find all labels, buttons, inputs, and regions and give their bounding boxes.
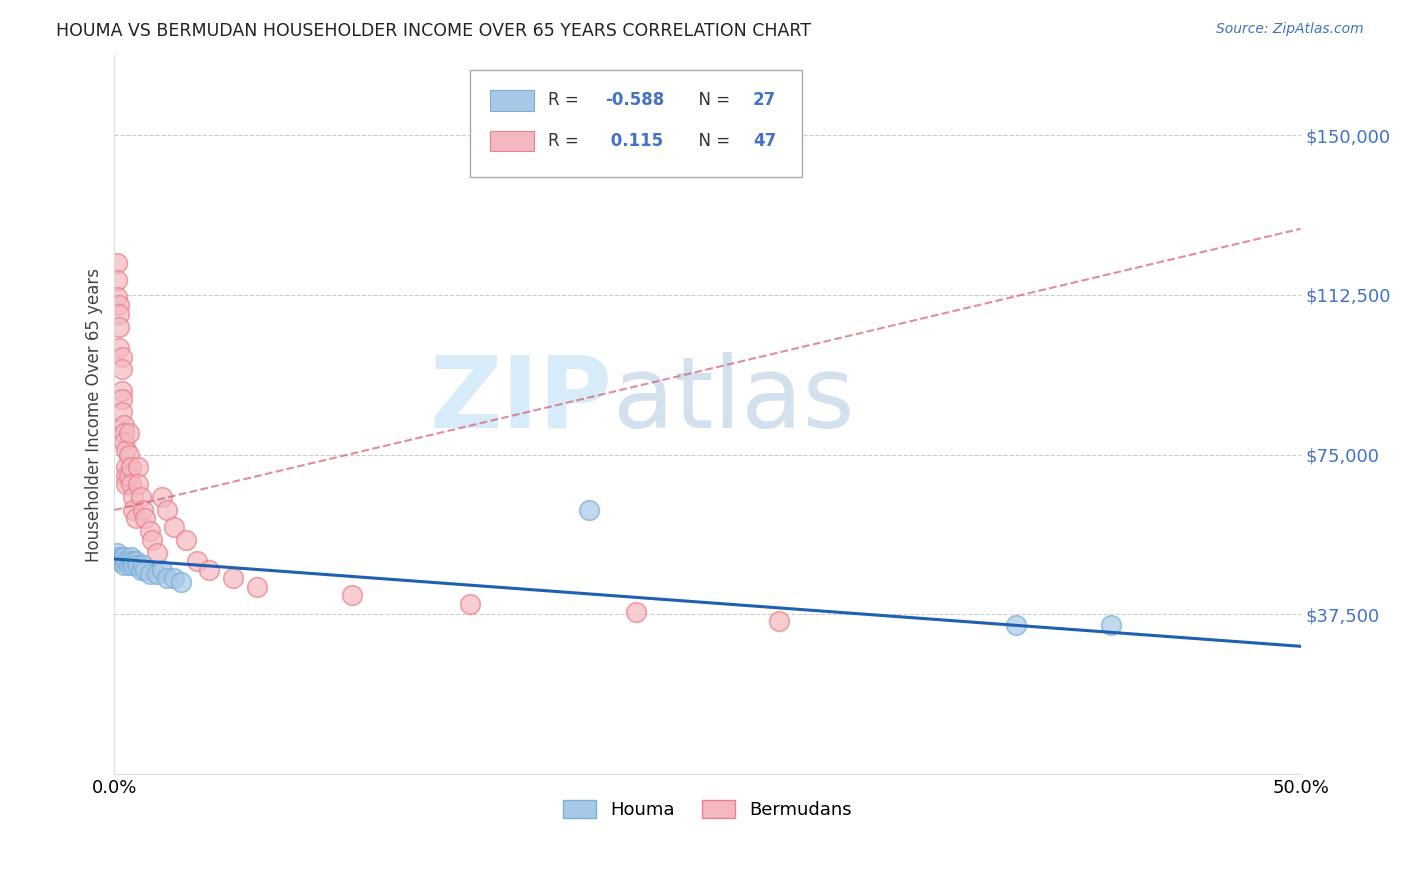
Text: R =: R = [548,92,583,110]
Legend: Houma, Bermudans: Houma, Bermudans [557,792,859,826]
Point [1005,618,1028,632]
Point [1099,618,1122,632]
Point [112,426,135,441]
Point [132,558,155,573]
Text: 27: 27 [754,92,776,110]
Point [246,580,269,594]
Point [127,558,149,573]
Point [108,298,131,312]
Point [112,558,135,573]
Point [198,563,221,577]
Point [110,554,132,568]
Point [117,558,139,573]
Point [174,533,197,547]
Point [105,545,128,559]
Text: atlas: atlas [613,351,855,449]
Point [115,443,138,458]
Y-axis label: Householder Income Over 65 years: Householder Income Over 65 years [86,268,103,562]
Point [115,554,138,568]
Point [105,290,128,304]
Point [112,434,135,449]
Point [139,566,162,581]
Point [155,571,177,585]
Point [134,511,156,525]
Point [108,307,131,321]
Text: ZIP: ZIP [430,351,613,449]
Point [155,503,177,517]
Point [125,511,148,525]
Point [112,417,135,432]
Point [105,256,128,270]
Point [117,448,139,462]
Text: -0.588: -0.588 [605,92,664,110]
Point [146,545,169,559]
Text: Source: ZipAtlas.com: Source: ZipAtlas.com [1216,22,1364,37]
Text: 47: 47 [754,132,776,151]
Point [110,405,132,419]
Point [108,554,131,568]
Point [110,549,132,564]
Point [170,575,193,590]
Point [132,503,155,517]
Point [108,341,131,355]
Point [117,426,139,441]
Point [626,605,648,619]
Point [186,554,208,568]
Point [112,549,135,564]
Point [110,350,132,364]
Text: N =: N = [688,92,735,110]
FancyBboxPatch shape [491,131,534,152]
Point [110,362,132,376]
Text: R =: R = [548,132,583,151]
Point [222,571,245,585]
Point [110,384,132,398]
Point [141,533,163,547]
Point [122,554,145,568]
Point [120,554,142,568]
Point [163,571,186,585]
Point [122,503,145,517]
Point [127,477,149,491]
Point [127,460,149,475]
FancyBboxPatch shape [491,90,534,111]
Point [150,490,173,504]
Point [108,549,131,564]
Point [117,468,139,483]
Point [768,614,790,628]
Point [129,490,152,504]
Point [115,477,138,491]
Point [110,392,132,407]
Point [163,520,186,534]
Point [578,503,600,517]
Text: 0.115: 0.115 [605,132,662,151]
Point [108,319,131,334]
Point [458,597,481,611]
Point [120,460,142,475]
Point [120,477,142,491]
Point [122,490,145,504]
Point [125,554,148,568]
Point [115,460,138,475]
Point [115,468,138,483]
Point [105,273,128,287]
Text: N =: N = [688,132,735,151]
FancyBboxPatch shape [470,70,803,178]
Point [120,549,142,564]
Point [150,563,173,577]
Point [122,558,145,573]
Point [146,566,169,581]
Point [139,524,162,539]
Point [129,563,152,577]
Point [340,588,363,602]
Text: HOUMA VS BERMUDAN HOUSEHOLDER INCOME OVER 65 YEARS CORRELATION CHART: HOUMA VS BERMUDAN HOUSEHOLDER INCOME OVE… [56,22,811,40]
Point [134,563,156,577]
